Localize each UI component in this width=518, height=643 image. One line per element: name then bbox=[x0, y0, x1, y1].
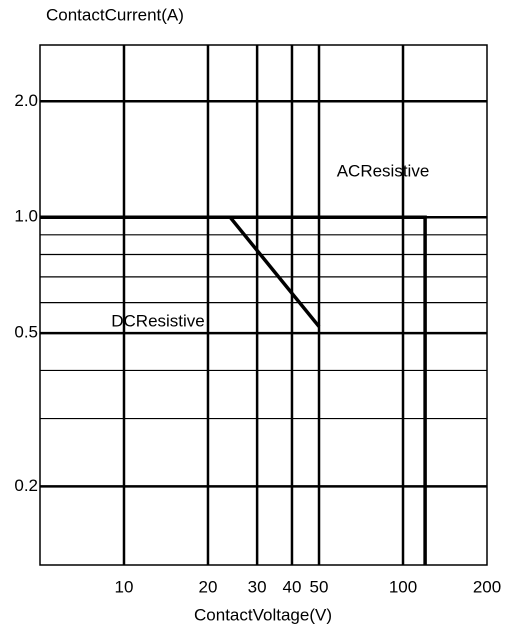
line-series bbox=[228, 216, 321, 328]
x-tick-label: 20 bbox=[199, 577, 218, 596]
line-series bbox=[40, 215, 427, 565]
x-tick-label: 50 bbox=[310, 577, 329, 596]
y-tick-label: 0.5 bbox=[14, 323, 38, 342]
y-tick-label: 2.0 bbox=[14, 91, 38, 110]
x-tick-label: 200 bbox=[473, 577, 501, 596]
x-tick-label: 40 bbox=[283, 577, 302, 596]
y-tick-label: 0.2 bbox=[14, 476, 38, 495]
series-label: DCResistive bbox=[111, 311, 205, 330]
x-tick-label: 10 bbox=[115, 577, 134, 596]
x-tick-label: 100 bbox=[389, 577, 417, 596]
y-tick-label: 1.0 bbox=[14, 207, 38, 226]
x-tick-label: 30 bbox=[248, 577, 267, 596]
plot-frame bbox=[39, 44, 488, 566]
y-axis-title: ContactCurrent(A) bbox=[46, 5, 184, 24]
x-axis-title: ContactVoltage(V) bbox=[194, 605, 332, 624]
series-label: ACResistive bbox=[337, 161, 430, 180]
